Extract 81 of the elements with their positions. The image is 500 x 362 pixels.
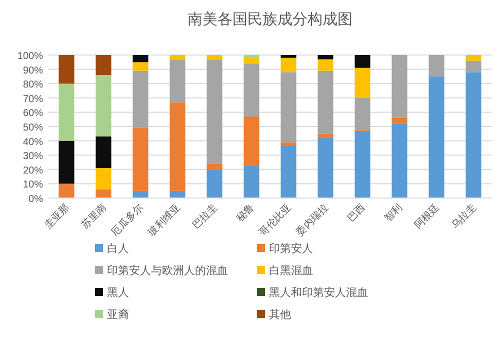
y-tick-label: 10% [22,180,44,191]
y-tick-label: 60% [22,108,44,120]
legend-label: 印第安人与欧洲人的混血 [107,264,228,277]
y-tick-label: 70% [22,94,44,105]
y-tick-label: 90% [22,65,44,76]
legend-label: 黑人 [107,287,129,299]
bar [392,55,408,118]
bar [206,169,222,198]
bar [132,128,148,191]
legend-label: 白人 [107,243,129,255]
y-tick-label: 100% [17,51,44,62]
bar [132,55,148,62]
x-tick-label: 巴拉圭 [190,202,220,232]
bar [244,55,260,58]
bar [354,55,370,68]
bar [170,59,186,102]
bar [318,59,334,71]
y-tick-label: 0% [28,194,44,205]
legend-label: 白黑混血 [269,265,313,277]
bar [58,84,74,141]
bar [466,55,482,61]
x-tick-label: 乌拉圭 [448,202,479,232]
bar [354,98,370,130]
bar [280,72,296,142]
y-tick-label: 20% [22,165,44,176]
chart-title: 南美各国民族成分构成图 [188,11,352,28]
bar [244,165,260,198]
bar [96,168,112,190]
bar [280,145,296,198]
legend-label: 黑人和印第安人混血 [269,286,368,299]
bar [318,70,334,134]
x-tick-label: 秘鲁 [234,202,257,224]
bar [354,130,370,198]
bar [132,190,148,198]
bar [132,62,148,71]
bar [170,190,186,198]
bar [428,55,444,76]
bar [206,55,222,60]
y-tick-label: 30% [22,151,44,162]
bar [170,102,186,191]
bar [132,70,148,128]
legend-label: 印第安人 [269,242,313,255]
bar [466,60,482,72]
bar [206,59,222,164]
x-tick-label: 智利 [382,202,405,224]
legend-label: 其他 [269,308,291,321]
bar [96,55,112,76]
bar [96,136,112,168]
x-tick-label: 哥伦比亚 [256,202,294,238]
bar [244,64,260,116]
bar [96,75,112,137]
x-tick-label: 苏里南 [78,202,109,232]
x-tick-label: 厄瓜多尔 [108,202,146,238]
bar [280,142,296,146]
bar [170,55,186,60]
legend-label: 亚裔 [107,308,129,321]
bar [244,116,260,166]
bar [244,58,260,64]
x-tick-label: 圭亚那 [42,202,72,232]
bar [318,55,334,60]
x-tick-label: 委内瑞拉 [294,202,331,238]
bar [354,68,370,98]
bar [466,72,482,198]
bar [428,76,444,198]
x-tick-label: 阿根廷 [412,202,442,232]
x-tick-label: 玻利维亚 [146,202,183,238]
bar [318,134,334,138]
bar [392,118,408,124]
bar [318,138,334,198]
bar [96,189,112,198]
bar [280,58,296,72]
y-tick-label: 40% [22,136,44,148]
bar [58,140,74,184]
bar [58,184,74,198]
bar [58,55,74,84]
y-tick-label: 50% [22,122,44,134]
bar [206,164,222,170]
x-tick-label: 巴西 [346,202,368,224]
y-tick-label: 80% [22,80,44,91]
bar [280,55,296,58]
bar [392,124,408,198]
